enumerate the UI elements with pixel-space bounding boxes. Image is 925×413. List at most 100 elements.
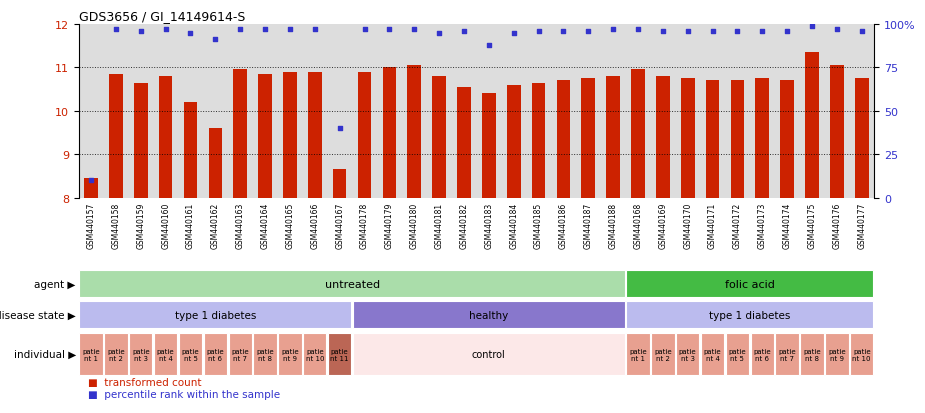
Point <box>357 27 372 33</box>
Text: GSM440164: GSM440164 <box>261 202 269 249</box>
Text: GSM440179: GSM440179 <box>385 202 394 249</box>
Text: individual ▶: individual ▶ <box>14 349 76 359</box>
Text: patie
nt 2: patie nt 2 <box>654 348 672 361</box>
Bar <box>154 333 178 375</box>
Point <box>307 27 322 33</box>
Text: GSM440181: GSM440181 <box>435 202 444 248</box>
Text: patie
nt 5: patie nt 5 <box>729 348 746 361</box>
Bar <box>258 75 272 198</box>
Text: GSM440188: GSM440188 <box>609 202 618 248</box>
Bar <box>750 333 774 375</box>
Bar <box>626 301 873 329</box>
Point <box>606 27 621 33</box>
Bar <box>233 70 247 198</box>
Bar <box>358 73 371 198</box>
Text: patie
nt 3: patie nt 3 <box>679 348 697 361</box>
Bar <box>830 66 844 198</box>
Bar <box>731 81 745 198</box>
Bar <box>825 333 848 375</box>
Bar <box>352 333 624 375</box>
Bar <box>130 333 153 375</box>
Text: GSM440161: GSM440161 <box>186 202 195 249</box>
Bar <box>775 333 799 375</box>
Point <box>108 27 123 33</box>
Point <box>830 27 845 33</box>
Bar <box>228 333 252 375</box>
Bar <box>850 333 873 375</box>
Text: patie
nt 6: patie nt 6 <box>754 348 771 361</box>
Text: patie
nt 1: patie nt 1 <box>629 348 647 361</box>
Text: agent ▶: agent ▶ <box>34 279 76 289</box>
Bar <box>184 103 197 198</box>
Text: type 1 diabetes: type 1 diabetes <box>709 310 791 320</box>
Bar <box>726 333 749 375</box>
Text: patie
nt 11: patie nt 11 <box>330 348 349 361</box>
Text: GSM440160: GSM440160 <box>161 202 170 249</box>
Text: patie
nt 2: patie nt 2 <box>107 348 125 361</box>
Bar <box>805 53 819 198</box>
Bar <box>626 270 873 297</box>
Text: GSM440178: GSM440178 <box>360 202 369 249</box>
Bar <box>631 70 645 198</box>
Bar <box>532 83 546 198</box>
Bar <box>656 77 670 198</box>
Text: ■  transformed count: ■ transformed count <box>88 377 202 387</box>
Text: patie
nt 5: patie nt 5 <box>181 348 199 361</box>
Bar <box>134 83 148 198</box>
Point <box>780 28 795 35</box>
Text: patie
nt 6: patie nt 6 <box>206 348 224 361</box>
Point <box>656 28 671 35</box>
Point <box>481 42 496 49</box>
Bar <box>651 333 674 375</box>
Bar <box>109 75 123 198</box>
Point <box>855 28 870 35</box>
Point <box>556 28 571 35</box>
Bar <box>781 81 794 198</box>
Bar <box>855 79 869 198</box>
Text: patie
nt 8: patie nt 8 <box>803 348 820 361</box>
Text: GSM440183: GSM440183 <box>485 202 493 249</box>
Text: GSM440173: GSM440173 <box>758 202 767 249</box>
Bar <box>308 73 322 198</box>
Text: GSM440176: GSM440176 <box>832 202 842 249</box>
Bar <box>80 270 624 297</box>
Text: control: control <box>472 349 506 359</box>
Text: GDS3656 / GI_14149614-S: GDS3656 / GI_14149614-S <box>79 10 245 23</box>
Text: GSM440165: GSM440165 <box>286 202 294 249</box>
Bar <box>507 85 521 198</box>
Text: patie
nt 10: patie nt 10 <box>305 348 324 361</box>
Text: GSM440166: GSM440166 <box>310 202 319 249</box>
Text: type 1 diabetes: type 1 diabetes <box>175 310 256 320</box>
Point <box>432 30 447 37</box>
Point <box>183 30 198 37</box>
Bar <box>253 333 277 375</box>
Text: patie
nt 10: patie nt 10 <box>853 348 871 361</box>
Point <box>581 28 596 35</box>
Bar <box>278 333 302 375</box>
Text: untreated: untreated <box>325 279 379 289</box>
Point <box>531 28 546 35</box>
Text: GSM440185: GSM440185 <box>534 202 543 249</box>
Point <box>631 27 646 33</box>
Bar <box>333 170 347 198</box>
Text: GSM440182: GSM440182 <box>460 202 468 248</box>
Text: ■  percentile rank within the sample: ■ percentile rank within the sample <box>88 389 280 399</box>
Bar <box>457 88 471 198</box>
Text: GSM440157: GSM440157 <box>87 202 95 249</box>
Bar <box>204 333 227 375</box>
Bar <box>303 333 327 375</box>
Bar <box>383 68 396 198</box>
Point <box>680 28 695 35</box>
Bar <box>80 301 352 329</box>
Bar <box>84 179 98 198</box>
Text: patie
nt 4: patie nt 4 <box>157 348 175 361</box>
Bar <box>432 77 446 198</box>
Bar <box>283 73 297 198</box>
Text: patie
nt 4: patie nt 4 <box>704 348 722 361</box>
Text: patie
nt 3: patie nt 3 <box>132 348 150 361</box>
Bar <box>105 333 128 375</box>
Text: GSM440175: GSM440175 <box>808 202 817 249</box>
Bar <box>681 79 695 198</box>
Bar <box>352 301 624 329</box>
Bar <box>179 333 203 375</box>
